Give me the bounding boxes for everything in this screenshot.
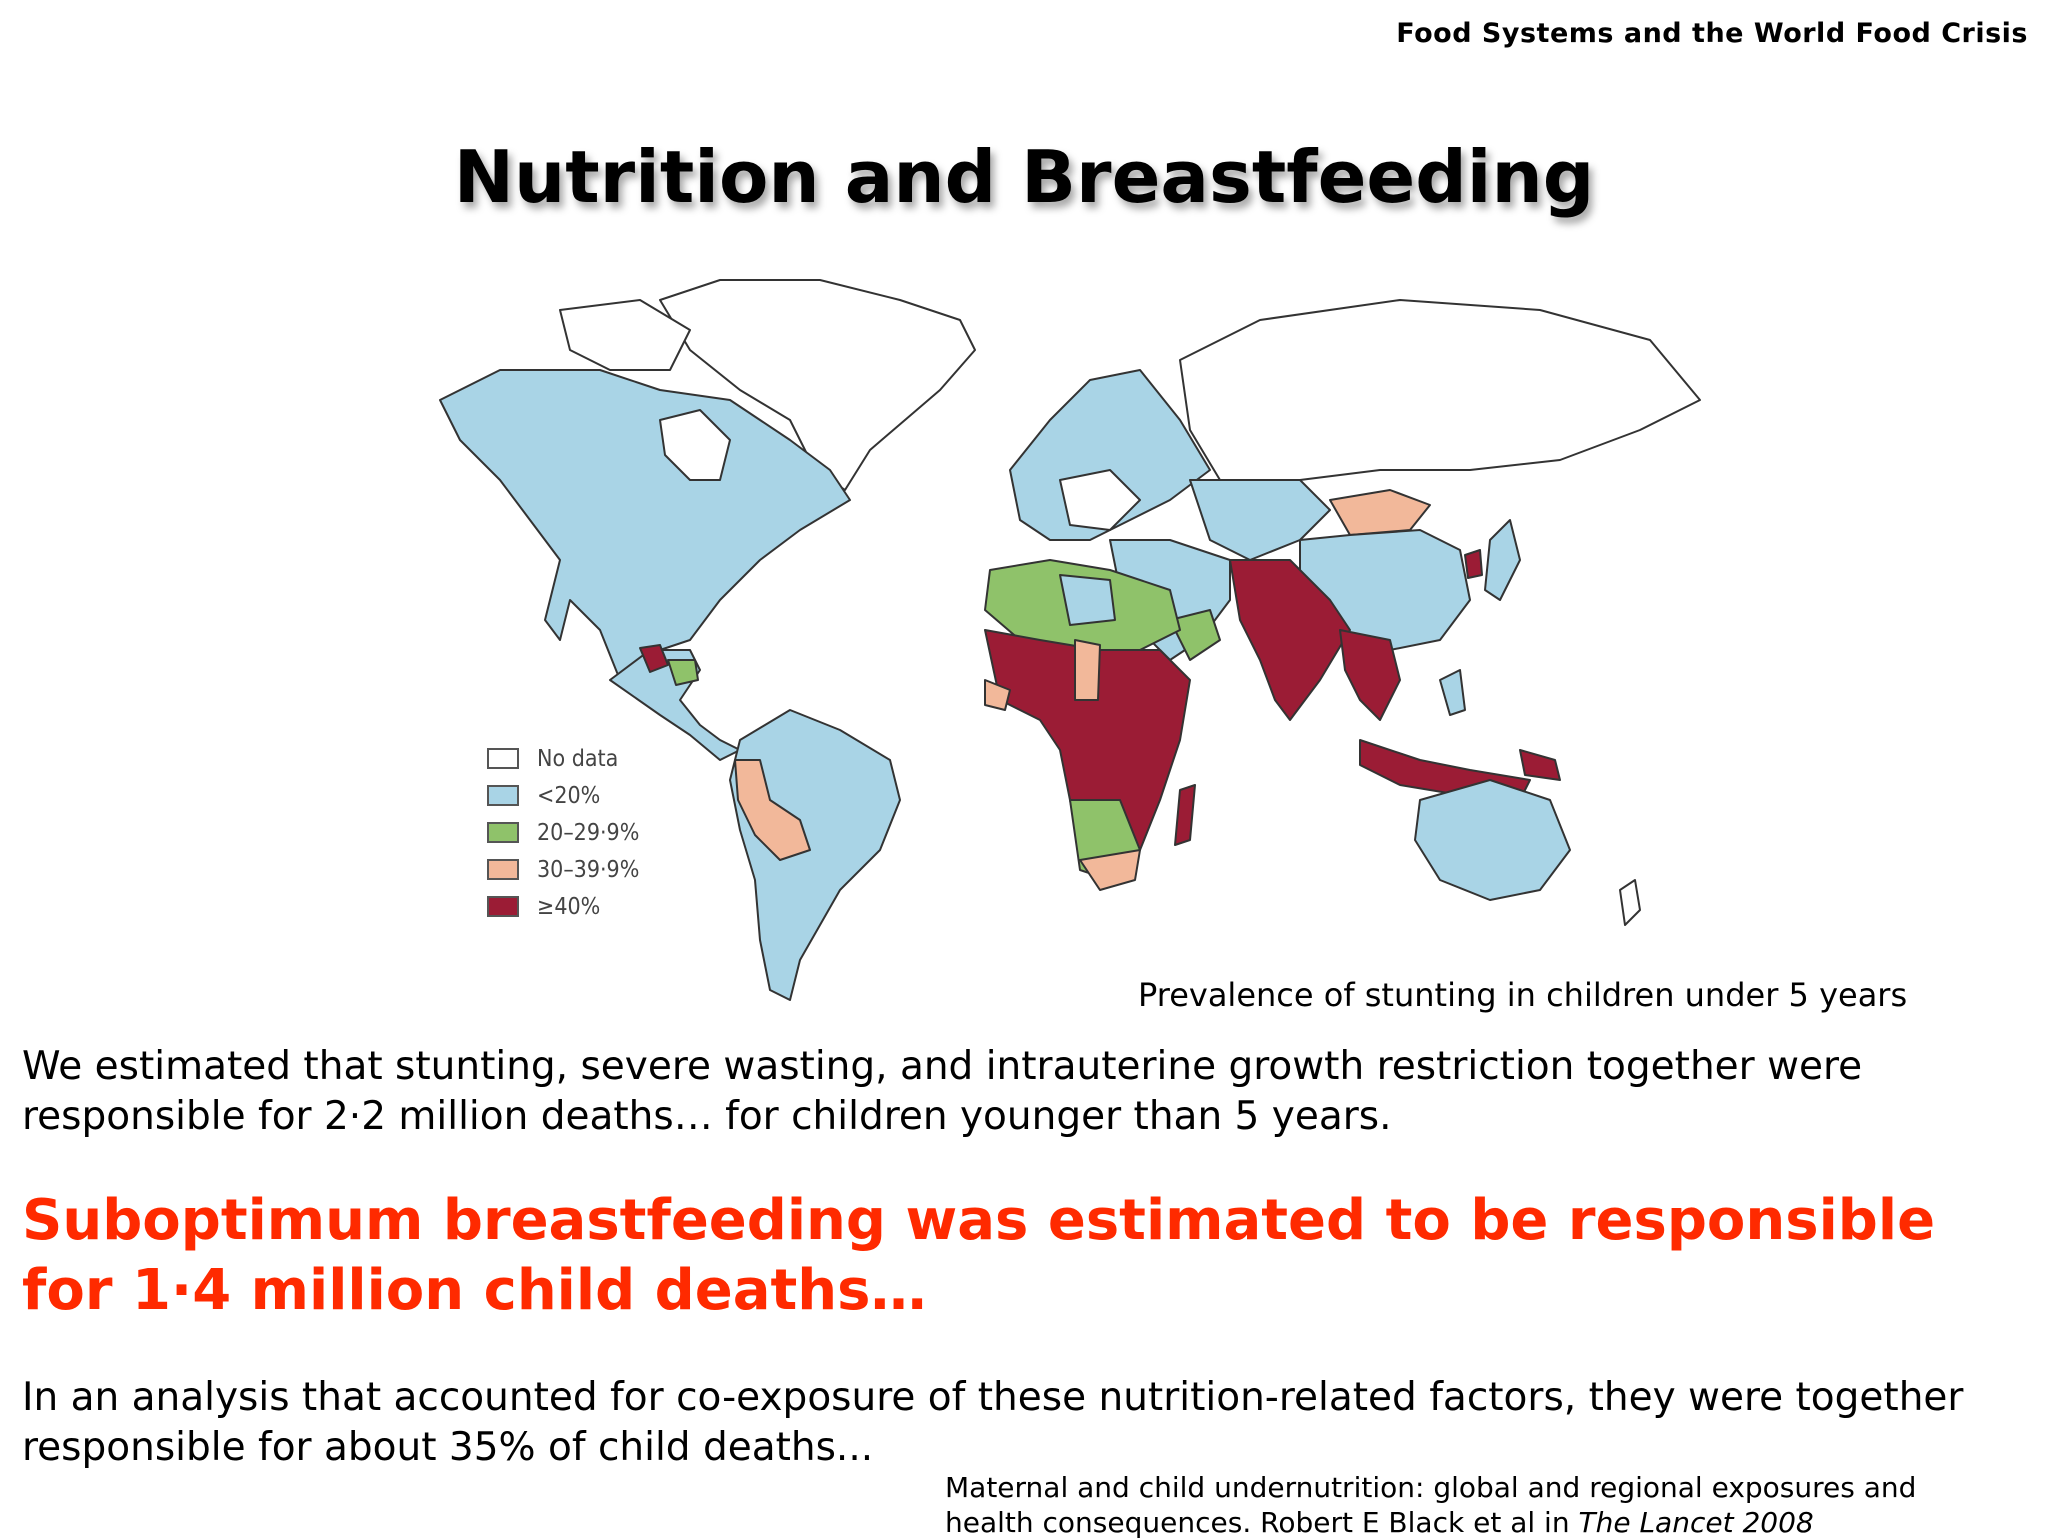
yemen-etc [1169, 609, 1221, 661]
europe [1009, 369, 1211, 541]
paragraph-coexposure: In an analysis that accounted for co-exp… [22, 1373, 1963, 1473]
slide-title: Nutrition and Breastfeeding [453, 135, 1595, 219]
map-caption: Prevalence of stunting in children under… [1138, 976, 1908, 1014]
arctic-islands [559, 299, 691, 371]
south-asia [1229, 559, 1351, 721]
west-africa-peach [984, 679, 1011, 711]
legend-item-no-data: No data [487, 740, 639, 777]
legend-item-20-29: 20–29·9% [487, 814, 639, 851]
south-america [729, 709, 901, 1001]
map-legend: No data <20% 20–29·9% 30–39·9% ≥40% [487, 740, 639, 925]
central-africa-peach [1074, 639, 1101, 701]
south-africa [1079, 849, 1141, 891]
guatemala [639, 644, 669, 673]
mongolia [1329, 489, 1431, 536]
paragraph-line: responsible for 2·2 million deaths… for … [22, 1094, 1392, 1139]
legend-swatch [487, 822, 519, 843]
andes-stunting [734, 759, 811, 861]
legend-label: 30–39·9% [537, 856, 640, 883]
europe-nodata [1059, 469, 1141, 531]
paragraph-line: We estimated that stunting, severe wasti… [22, 1044, 1863, 1089]
papua-new-guinea [1519, 749, 1561, 781]
libya-nodata [1059, 574, 1116, 626]
citation-line: Maternal and child undernutrition: globa… [945, 1471, 1917, 1504]
header-title: Food Systems and the World Food Crisis [1396, 18, 2028, 49]
citation: Maternal and child undernutrition: globa… [945, 1470, 1916, 1540]
southeast-asia [1339, 629, 1401, 721]
central-america [609, 649, 741, 761]
highlight-line: for 1·4 million child deaths… [22, 1258, 927, 1323]
legend-swatch [487, 748, 519, 769]
legend-swatch [487, 785, 519, 806]
legend-label: ≥40% [537, 893, 601, 920]
legend-label: <20% [537, 782, 601, 809]
legend-label: 20–29·9% [537, 819, 640, 846]
legend-item-30-39: 30–39·9% [487, 851, 639, 888]
legend-swatch [487, 859, 519, 880]
australia [1414, 779, 1571, 901]
legend-item-over-40: ≥40% [487, 888, 639, 925]
legend-label: No data [537, 745, 619, 772]
madagascar [1174, 784, 1196, 846]
legend-swatch [487, 896, 519, 917]
new-zealand [1619, 879, 1641, 926]
japan [1484, 519, 1521, 601]
north-america [439, 369, 851, 691]
north-korea [1464, 549, 1483, 579]
paragraph-stunting: We estimated that stunting, severe wasti… [22, 1042, 1862, 1142]
paragraph-line: In an analysis that accounted for co-exp… [22, 1375, 1964, 1420]
journal-name: The Lancet 2008 [1578, 1506, 1814, 1539]
honduras [667, 659, 699, 686]
philippines [1439, 669, 1466, 716]
greenland [659, 279, 976, 491]
citation-text: health consequences. Robert E Black et a… [945, 1506, 1579, 1539]
highlight-line: Suboptimum breastfeeding was estimated t… [22, 1188, 1936, 1253]
russia [1179, 299, 1701, 481]
highlight-breastfeeding: Suboptimum breastfeeding was estimated t… [22, 1186, 1935, 1326]
legend-item-under-20: <20% [487, 777, 639, 814]
paragraph-line: responsible for about 35% of child death… [22, 1425, 874, 1470]
citation-line: health consequences. Robert E Black et a… [945, 1505, 1916, 1540]
hudson-bay [659, 409, 731, 481]
